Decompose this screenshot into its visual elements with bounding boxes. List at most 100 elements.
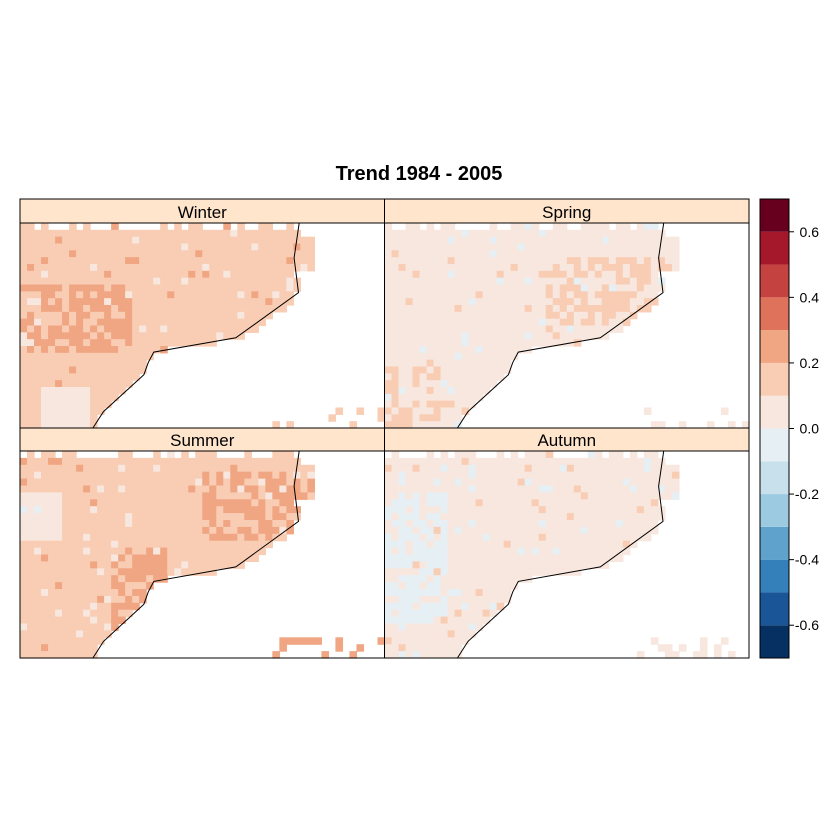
raster-cell bbox=[538, 332, 547, 340]
raster-cell bbox=[426, 575, 435, 583]
raster-cell bbox=[69, 223, 77, 231]
raster-cell bbox=[258, 229, 266, 238]
raster-cell bbox=[510, 311, 519, 320]
raster-cell bbox=[524, 533, 533, 542]
raster-cell bbox=[125, 520, 133, 528]
raster-cell bbox=[139, 575, 147, 583]
raster-cell bbox=[447, 325, 456, 333]
raster-cell bbox=[545, 568, 554, 576]
raster-cell bbox=[97, 257, 105, 265]
raster-cell bbox=[622, 223, 631, 231]
raster-cell bbox=[118, 554, 126, 562]
raster-cell bbox=[454, 332, 463, 340]
raster-cell bbox=[412, 298, 421, 306]
raster-cell bbox=[83, 547, 91, 556]
raster-cell bbox=[48, 644, 56, 652]
raster-cell bbox=[174, 520, 182, 528]
raster-cell bbox=[489, 506, 498, 514]
colorkey-swatch bbox=[760, 199, 789, 232]
raster-cell bbox=[475, 291, 484, 299]
raster-cell bbox=[594, 451, 603, 459]
raster-cell bbox=[139, 595, 147, 604]
raster-cell bbox=[587, 520, 596, 528]
raster-cell bbox=[230, 318, 238, 327]
raster-cell bbox=[412, 325, 421, 333]
raster-cell bbox=[629, 540, 638, 549]
raster-cell bbox=[62, 400, 70, 409]
raster-cell bbox=[111, 243, 119, 251]
raster-cell bbox=[111, 352, 119, 361]
raster-cell bbox=[34, 485, 42, 493]
raster-cell bbox=[286, 250, 294, 258]
raster-cell bbox=[496, 236, 505, 245]
raster-cell bbox=[398, 533, 407, 542]
raster-cell bbox=[118, 318, 126, 327]
raster-cell bbox=[412, 270, 421, 279]
raster-cell bbox=[405, 257, 414, 265]
raster-cell bbox=[97, 561, 105, 569]
raster-cell bbox=[496, 464, 505, 473]
raster-cell bbox=[552, 520, 561, 528]
raster-cell bbox=[48, 616, 56, 625]
raster-cell bbox=[447, 339, 456, 347]
raster-cell bbox=[202, 270, 210, 279]
raster-cell bbox=[454, 547, 463, 556]
raster-cell bbox=[83, 332, 91, 340]
raster-cell bbox=[125, 284, 133, 292]
raster-cell bbox=[496, 318, 505, 327]
raster-cell bbox=[27, 630, 35, 638]
raster-cell bbox=[139, 582, 147, 590]
raster-cell bbox=[279, 236, 287, 245]
raster-cell bbox=[230, 277, 238, 286]
raster-cell bbox=[195, 270, 203, 279]
raster-cell bbox=[118, 332, 126, 340]
raster-cell bbox=[167, 264, 175, 272]
raster-cell bbox=[195, 332, 203, 340]
raster-cell bbox=[202, 506, 210, 514]
raster-cell bbox=[153, 568, 161, 576]
raster-cell bbox=[426, 393, 435, 402]
raster-cell bbox=[461, 359, 470, 368]
raster-cell bbox=[34, 373, 42, 381]
raster-cell bbox=[440, 644, 449, 652]
raster-cell bbox=[391, 257, 400, 265]
raster-cell bbox=[531, 243, 540, 251]
raster-cell bbox=[20, 526, 28, 535]
raster-cell bbox=[125, 380, 133, 388]
raster-cell bbox=[237, 506, 245, 514]
raster-cell bbox=[461, 513, 470, 521]
raster-cell bbox=[27, 575, 35, 583]
raster-cell bbox=[426, 513, 435, 521]
raster-cell bbox=[139, 311, 147, 320]
raster-cell bbox=[538, 264, 547, 272]
raster-cell bbox=[615, 513, 624, 521]
raster-cell bbox=[125, 575, 133, 583]
raster-cell bbox=[391, 499, 400, 507]
raster-cell bbox=[153, 533, 161, 542]
raster-cell bbox=[230, 471, 238, 480]
raster-cell bbox=[69, 346, 77, 354]
raster-cell bbox=[244, 451, 252, 459]
raster-cell bbox=[55, 609, 63, 618]
raster-cell bbox=[398, 568, 407, 576]
raster-cell bbox=[174, 243, 182, 251]
raster-cell bbox=[27, 637, 35, 645]
raster-cell bbox=[69, 291, 77, 299]
raster-cell bbox=[447, 284, 456, 292]
raster-cell bbox=[524, 485, 533, 493]
raster-cell bbox=[636, 284, 645, 292]
raster-cell bbox=[454, 407, 463, 415]
raster-cell bbox=[580, 277, 589, 286]
raster-cell bbox=[587, 257, 596, 265]
raster-cell bbox=[188, 243, 196, 251]
raster-cell bbox=[188, 284, 196, 292]
colorkey-swatch bbox=[760, 461, 789, 495]
raster-cell bbox=[307, 492, 316, 500]
raster-cell bbox=[209, 533, 217, 542]
raster-cell bbox=[20, 533, 28, 542]
raster-cell bbox=[657, 284, 666, 292]
raster-cell bbox=[69, 451, 77, 459]
raster-cell bbox=[454, 540, 463, 549]
raster-cell bbox=[258, 250, 266, 258]
